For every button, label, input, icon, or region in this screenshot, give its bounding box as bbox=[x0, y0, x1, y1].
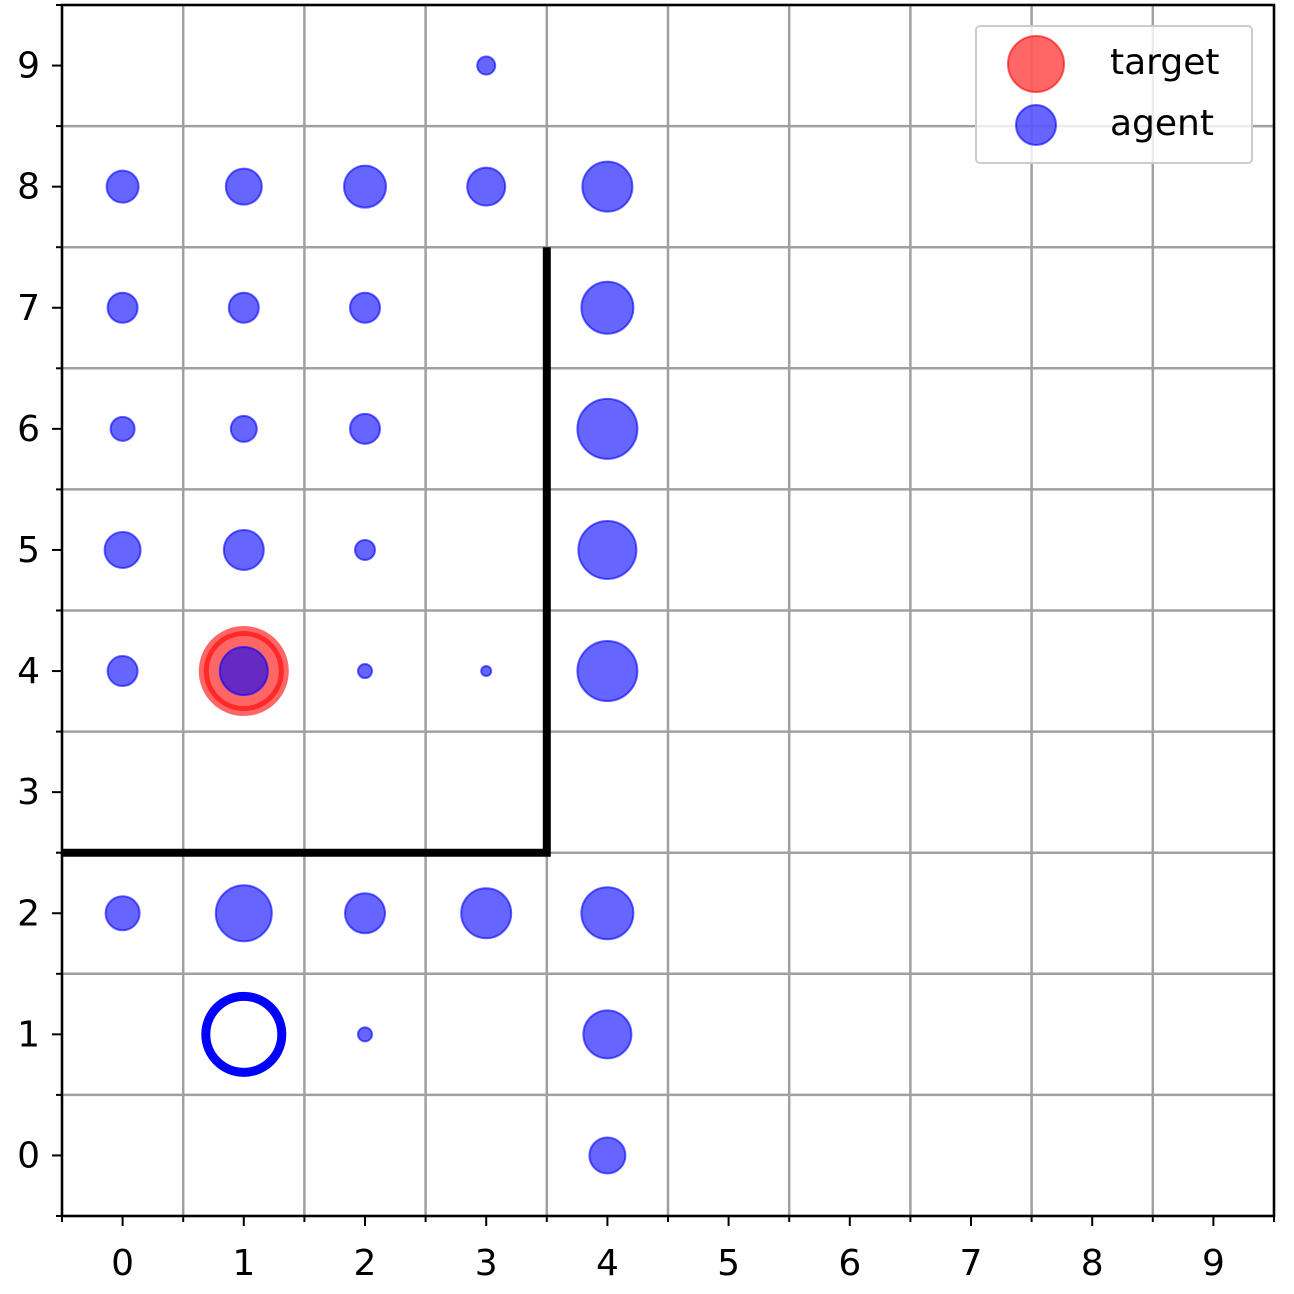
legend: target agent bbox=[975, 25, 1253, 164]
y-tick-label: 7 bbox=[17, 288, 40, 329]
axes-frame bbox=[60, 3, 1276, 1218]
point bbox=[349, 412, 381, 445]
point bbox=[344, 892, 386, 935]
point bbox=[229, 414, 258, 443]
point bbox=[357, 1026, 373, 1043]
point bbox=[581, 160, 634, 213]
x-tick-label: 5 bbox=[717, 1243, 740, 1284]
point bbox=[103, 530, 142, 569]
start-marker bbox=[201, 991, 287, 1077]
point bbox=[577, 519, 638, 580]
x-tick-label: 0 bbox=[111, 1243, 134, 1284]
y-tick-label: 9 bbox=[17, 46, 40, 87]
point bbox=[354, 538, 376, 561]
y-tick-label: 8 bbox=[17, 167, 40, 208]
y-tick-label: 1 bbox=[17, 1014, 40, 1055]
point bbox=[480, 665, 493, 678]
point bbox=[105, 169, 140, 204]
point bbox=[580, 886, 635, 941]
point bbox=[576, 397, 639, 460]
x-tick-label: 8 bbox=[1081, 1243, 1104, 1284]
x-tick-label: 6 bbox=[838, 1243, 861, 1284]
y-tick-label: 4 bbox=[17, 651, 40, 692]
point bbox=[104, 895, 141, 932]
x-tick-label: 7 bbox=[960, 1243, 983, 1284]
point bbox=[343, 164, 387, 209]
point bbox=[349, 291, 381, 324]
point bbox=[576, 640, 639, 703]
x-tick-label: 2 bbox=[354, 1243, 377, 1284]
point bbox=[224, 167, 263, 206]
point bbox=[106, 655, 139, 688]
legend-label: agent bbox=[1110, 103, 1214, 144]
y-tick-label: 2 bbox=[17, 893, 40, 934]
x-tick-label: 4 bbox=[596, 1243, 619, 1284]
point bbox=[460, 887, 513, 940]
point bbox=[222, 528, 265, 571]
x-tick-label: 9 bbox=[1202, 1243, 1225, 1284]
point bbox=[580, 280, 635, 335]
y-tick-label: 3 bbox=[17, 772, 40, 813]
x-tick-label: 3 bbox=[475, 1243, 498, 1284]
point bbox=[466, 166, 507, 207]
point bbox=[109, 415, 136, 442]
point bbox=[218, 646, 269, 697]
legend-marker bbox=[1007, 35, 1065, 93]
point bbox=[582, 1009, 633, 1060]
x-tick-label: 1 bbox=[232, 1243, 255, 1284]
point bbox=[227, 291, 260, 324]
legend-marker bbox=[1015, 104, 1057, 146]
point bbox=[588, 1136, 627, 1175]
y-tick-label: 6 bbox=[17, 409, 40, 450]
point bbox=[357, 663, 373, 680]
wall bbox=[62, 247, 551, 857]
legend-label: target bbox=[1110, 42, 1219, 83]
point bbox=[106, 291, 139, 324]
point bbox=[476, 55, 497, 76]
point bbox=[214, 884, 273, 943]
y-tick-label: 0 bbox=[17, 1135, 40, 1176]
y-tick-label: 5 bbox=[17, 530, 40, 571]
